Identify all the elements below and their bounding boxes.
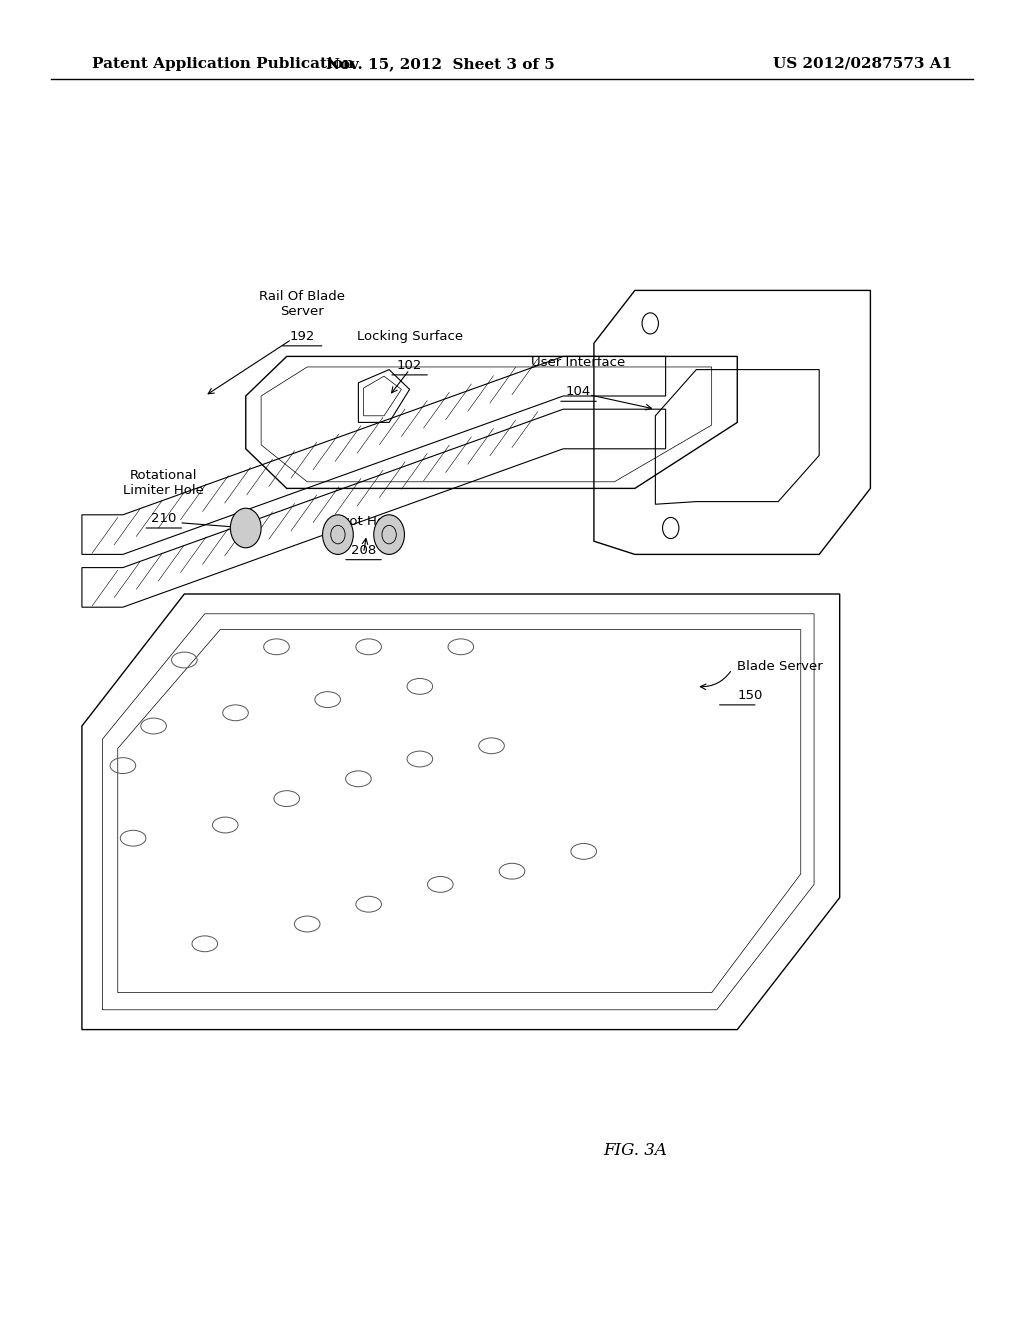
Text: 104: 104 bbox=[566, 385, 591, 399]
Text: 102: 102 bbox=[397, 359, 422, 372]
Text: US 2012/0287573 A1: US 2012/0287573 A1 bbox=[773, 57, 952, 71]
Text: Nov. 15, 2012  Sheet 3 of 5: Nov. 15, 2012 Sheet 3 of 5 bbox=[326, 57, 555, 71]
Text: Rotational
Limiter Hole: Rotational Limiter Hole bbox=[124, 469, 204, 496]
Text: 210: 210 bbox=[152, 512, 176, 525]
Text: Rail Of Blade
Server: Rail Of Blade Server bbox=[259, 290, 345, 318]
Text: Blade Server: Blade Server bbox=[737, 660, 823, 673]
Text: Locking Surface: Locking Surface bbox=[356, 330, 463, 343]
Text: FIG. 3A: FIG. 3A bbox=[603, 1142, 667, 1159]
Text: Patent Application Publication: Patent Application Publication bbox=[92, 57, 354, 71]
Text: 150: 150 bbox=[737, 689, 763, 702]
Text: 192: 192 bbox=[290, 330, 314, 343]
Circle shape bbox=[230, 508, 261, 548]
Text: 208: 208 bbox=[351, 544, 376, 557]
Text: Pivot Hole: Pivot Hole bbox=[330, 515, 397, 528]
Circle shape bbox=[374, 515, 404, 554]
Circle shape bbox=[323, 515, 353, 554]
Text: User Interface: User Interface bbox=[531, 356, 626, 370]
